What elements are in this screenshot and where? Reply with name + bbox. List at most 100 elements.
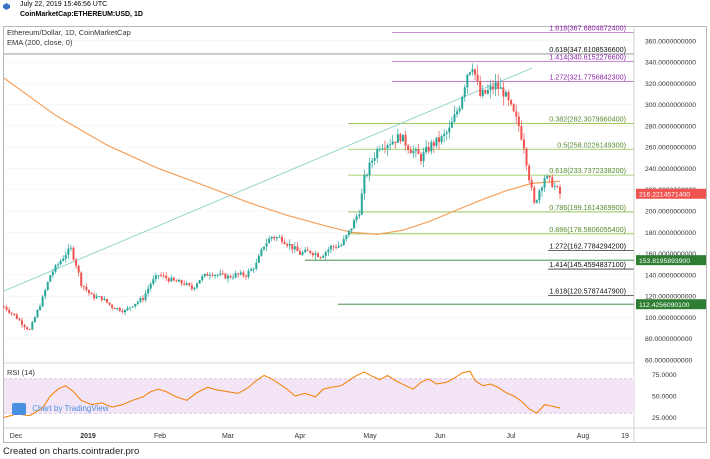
candle-body [510,99,513,105]
candle-body [8,309,11,313]
candle-body [530,180,533,188]
footer-text: Created on charts.cointrader.pro [3,446,140,457]
price-tag [636,299,706,310]
candle-body [262,246,265,250]
x-tick-label: Apr [295,433,307,440]
candle-body [118,307,121,311]
fib-extension-label: 1.414(340.6152276600) [549,52,626,61]
candle-body [113,307,116,310]
candle-body [453,114,456,122]
tradingview-watermark[interactable]: Chart by TradingView [12,403,109,415]
candle-body [319,257,322,258]
candle-body [301,252,304,255]
cointrader-logo-icon [3,3,10,10]
candle-body [497,82,500,89]
candle-body [203,273,206,277]
candles [3,63,561,331]
candle-body [404,134,407,146]
candle-body [273,236,276,239]
candle-body [87,289,90,294]
chart-frame [3,26,707,443]
candle-body [432,142,435,146]
fib-levels: 1.618(367.6804872400) 1.414(340.615227660… [4,24,634,305]
symbol-label: CoinMarketCap:ETHEREUM:USD, 1D [20,11,143,18]
candle-body [476,74,479,82]
candle-body [304,249,307,253]
candle-body [435,137,438,146]
candle-body [93,294,96,299]
candle-body [250,268,253,271]
candle-body [355,216,358,221]
price-tag-label: 216.2214571400 [639,191,690,198]
candle-body [208,274,211,276]
rsi-tick-label: 25.0000 [652,415,677,422]
candle-body [80,272,83,286]
candle-body [41,296,44,307]
x-tick-label: 2019 [80,433,96,440]
candle-body [85,286,88,290]
candle-body [458,108,461,112]
candle-body [474,69,477,75]
candle-body [466,74,469,88]
candle-body [389,144,392,146]
candle-body [15,314,18,319]
candle-body [327,249,330,252]
price-tags: 216.2214571400 153.8195893900 112.42560901… [636,188,706,310]
candle-body [247,270,250,277]
candle-body [430,142,433,152]
candle-body [445,132,448,134]
y-tick-label: 260.0000000000 [645,145,696,152]
candle-body [116,307,119,310]
candle-body [317,253,320,258]
candle-body [139,298,142,302]
y-tick-label: 100.0000000000 [645,315,696,322]
candle-body [123,310,126,313]
candle-body [126,308,129,311]
candle-body [121,310,124,313]
candle-body [196,283,199,288]
rsi-tick-label: 75.0000 [652,372,677,379]
candle-body [162,275,165,277]
candle-body [540,187,543,191]
candle-body [407,145,410,150]
candle-body [412,150,415,154]
candle-body [183,283,186,285]
x-tick-label: Jun [434,433,445,440]
candle-body [193,287,196,290]
y-tick-label: 120.0000000000 [645,294,696,301]
y-tick-label: 60.0000000000 [645,358,692,365]
candle-body [484,89,487,94]
candle-body [95,296,98,299]
chart-header: July 22, 2019 15:46:56 UTC CoinMarketCap… [0,0,710,26]
fib-level-label: 1.414(145.4594837100) [549,260,626,269]
candle-body [57,264,60,266]
candle-body [553,186,556,188]
candle-body [378,149,381,150]
candle-body [10,312,13,314]
candle-body [324,251,327,256]
candle-body [471,69,474,73]
candle-body [268,238,271,244]
candle-body [517,116,520,127]
candle-body [342,239,345,246]
candle-body [33,317,36,323]
candle-body [535,200,538,203]
candle-body [28,329,31,330]
candle-body [322,255,325,258]
candle-body [142,298,144,300]
candle-body [224,273,227,279]
candle-body [69,247,72,249]
candle-body [360,193,363,215]
candle-body [479,81,482,97]
y-tick-label: 140.0000000000 [645,272,696,279]
candle-body [72,247,75,260]
x-tick-label: Jul [507,433,516,440]
candle-body [198,279,201,284]
candle-body [340,245,343,246]
candle-body [293,246,296,250]
candle-body [206,273,209,276]
candle-body [311,252,314,256]
candle-body [556,186,559,188]
candle-body [46,281,49,290]
